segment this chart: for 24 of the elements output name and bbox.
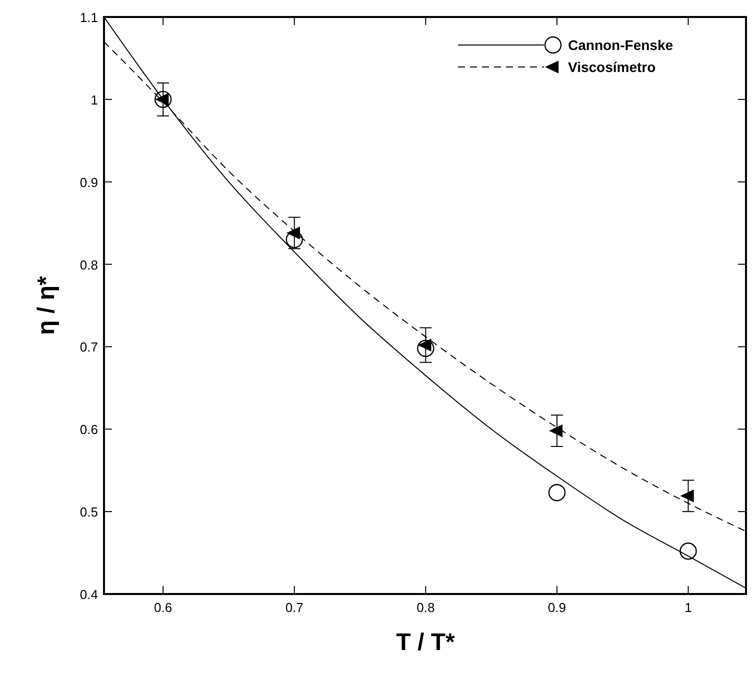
x-tick-label: 0.7 — [285, 600, 304, 615]
y-tick-label: 0.9 — [80, 174, 98, 190]
y-tick-label: 0.6 — [80, 422, 98, 438]
point — [286, 226, 300, 240]
x-tick-label: 0.6 — [154, 600, 172, 615]
y-tick-label: 1.1 — [80, 10, 98, 25]
point — [154, 90, 172, 108]
y-axis-title: η / η* — [33, 276, 60, 335]
point — [680, 542, 697, 560]
x-tick-label: 0.8 — [416, 600, 435, 615]
y-tick-label: 0.5 — [80, 504, 98, 520]
point — [417, 340, 434, 357]
y-tick-label: 0.8 — [80, 257, 98, 272]
point — [680, 490, 694, 502]
point — [548, 484, 566, 502]
legend-label: Viscosímetro — [568, 59, 656, 75]
x-tick-label: 1 — [684, 600, 692, 615]
y-tick-label: 0.4 — [80, 587, 98, 602]
legend-label: Cannon-Fenske — [568, 37, 674, 53]
y-tick-label: 1 — [90, 92, 98, 108]
x-axis-title: T / T* — [396, 629, 456, 656]
x-tick-label: 0.9 — [548, 600, 566, 615]
point — [548, 424, 563, 438]
y-tick-label: 0.7 — [80, 340, 98, 355]
